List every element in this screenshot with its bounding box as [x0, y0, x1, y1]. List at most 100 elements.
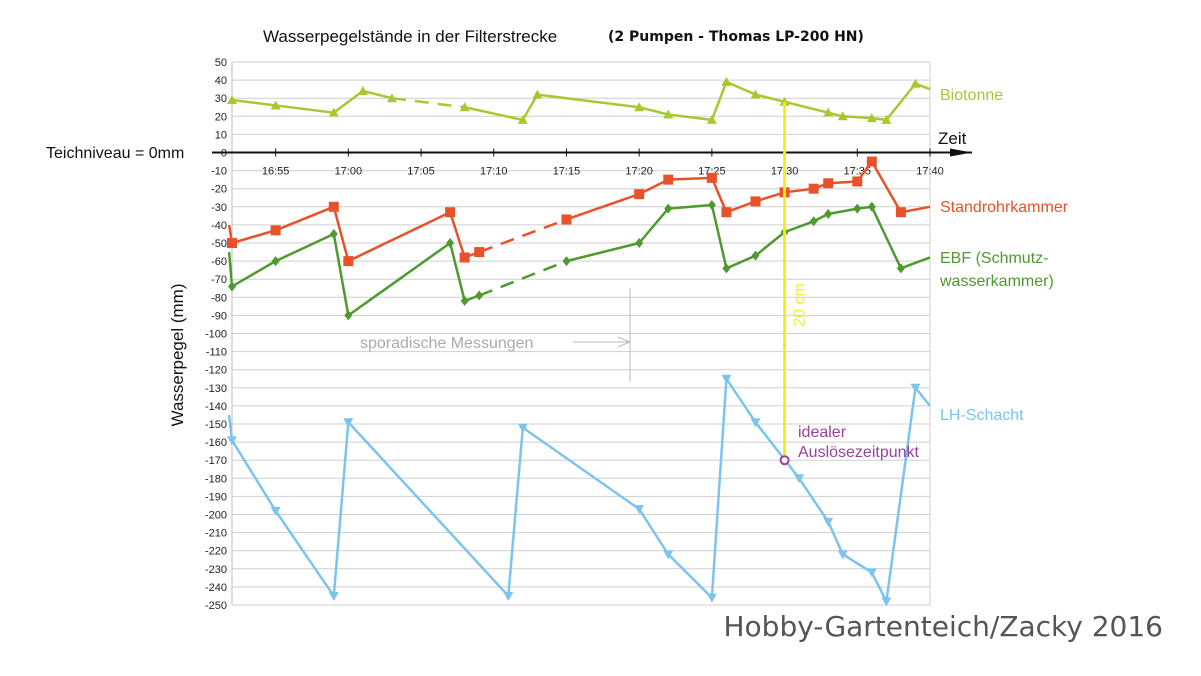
zero-level-label: Teichniveau = 0mm: [46, 145, 184, 162]
data-point: [867, 201, 876, 212]
y-tick-label: -170: [205, 455, 227, 467]
data-point: [837, 550, 848, 560]
data-point: [664, 203, 673, 214]
data-point: [227, 95, 237, 105]
series-label-line2: wasserkammer): [939, 273, 1054, 290]
y-tick-label: -240: [205, 582, 227, 594]
series-label: LH-Schacht: [940, 407, 1024, 424]
data-point: [343, 256, 354, 267]
chart-subtitle: (2 Pumpen - Thomas LP-200 HN): [608, 29, 864, 45]
data-point: [343, 418, 354, 428]
x-tick-label: 17:00: [335, 166, 363, 178]
series-line-dashed: [478, 259, 567, 297]
y-tick-label: -190: [205, 491, 227, 503]
measure-label: 20 cm: [792, 283, 809, 327]
grid: [231, 61, 931, 606]
data-point: [634, 189, 645, 200]
data-point: [794, 474, 805, 484]
series-line-dashed: [391, 96, 465, 109]
trigger-point: [779, 455, 790, 466]
x-axis-label: Zeit: [938, 129, 967, 148]
data-point: [386, 93, 397, 103]
data-point: [881, 597, 892, 607]
data-point: [227, 436, 237, 446]
data-point: [823, 107, 834, 117]
y-tick-label: -230: [205, 564, 227, 576]
y-tick-label: -90: [211, 310, 227, 322]
data-point: [227, 238, 237, 248]
data-point: [562, 256, 571, 267]
data-point: [750, 418, 761, 428]
data-point: [779, 96, 790, 106]
data-point: [634, 505, 645, 515]
y-tick-label: -210: [205, 528, 227, 540]
trigger-label-line1: idealer: [798, 424, 847, 441]
data-point: [344, 310, 353, 321]
series-1: Biotonne: [227, 76, 1003, 124]
annotation-layer: sporadische Messungen 20 cm idealer Auslöse…: [360, 101, 920, 466]
data-point: [328, 591, 339, 601]
data-point: [824, 209, 833, 220]
y-tick-label: -150: [205, 419, 227, 431]
series-line: [227, 377, 931, 603]
data-point: [663, 174, 674, 185]
data-point: [329, 228, 338, 239]
trigger-label-line2: Auslösezeitpunkt: [798, 444, 920, 461]
data-point: [270, 225, 281, 236]
data-point: [866, 568, 877, 578]
data-point: [328, 201, 339, 212]
y-tick-label: 20: [215, 111, 227, 123]
y-tick-label: -250: [205, 600, 227, 612]
x-tick-label: 17:15: [553, 166, 581, 178]
series-3: EBF (Schmutz-wasserkammer): [227, 199, 1054, 321]
data-point: [663, 550, 674, 560]
data-point: [474, 247, 485, 258]
series-line: [566, 203, 931, 270]
series-line: [227, 232, 480, 317]
data-point: [357, 85, 368, 95]
sporadic-measurements-label: sporadische Messungen: [360, 335, 533, 352]
y-tick-label: -20: [211, 184, 227, 196]
data-point: [475, 290, 484, 301]
y-tick-label: -30: [211, 202, 227, 214]
data-point: [853, 203, 862, 214]
data-point: [328, 107, 339, 117]
data-point: [852, 176, 863, 187]
series-4: LH-Schacht: [227, 374, 1024, 607]
x-tick-labels: 16:5517:0017:0517:1017:1517:2017:2517:30…: [262, 166, 944, 178]
series-line: [231, 89, 393, 114]
data-point: [910, 383, 921, 393]
y-tick-label: -110: [206, 347, 227, 359]
data-point: [270, 100, 281, 110]
data-point: [706, 114, 717, 124]
y-tick-label: 30: [215, 93, 227, 105]
series-label: EBF (Schmutz-: [940, 250, 1048, 267]
x-tick-label: 17:05: [407, 166, 435, 178]
data-point: [517, 423, 528, 433]
data-point: [561, 214, 572, 225]
series-line-dashed: [478, 218, 567, 254]
data-point: [866, 156, 877, 167]
y-tick-label: -180: [205, 473, 227, 485]
data-point: [532, 89, 543, 99]
y-tick-label: 40: [215, 75, 227, 87]
data-point: [808, 183, 819, 194]
zero-axis: [212, 148, 972, 157]
y-tick-label: -60: [211, 256, 227, 268]
x-tick-label: 17:40: [916, 166, 944, 178]
credit: Hobby-Gartenteich/Zacky 2016: [724, 610, 1164, 643]
y-axis-label: Wasserpegel (mm): [168, 284, 187, 427]
data-point: [706, 172, 717, 183]
data-point: [866, 113, 877, 123]
data-point: [663, 109, 674, 119]
series-label: Standrohrkammer: [940, 199, 1069, 216]
y-tick-label: -200: [205, 510, 227, 522]
data-point: [910, 78, 921, 88]
data-point: [517, 114, 528, 124]
y-tick-labels: -250 -240 -230 -220 -210 -200 -190 -180 -170 -160…: [205, 57, 227, 612]
y-tick-label: -130: [205, 383, 227, 395]
data-point: [271, 256, 280, 267]
y-tick-label: -50: [211, 238, 227, 250]
y-tick-label: -160: [205, 437, 227, 449]
